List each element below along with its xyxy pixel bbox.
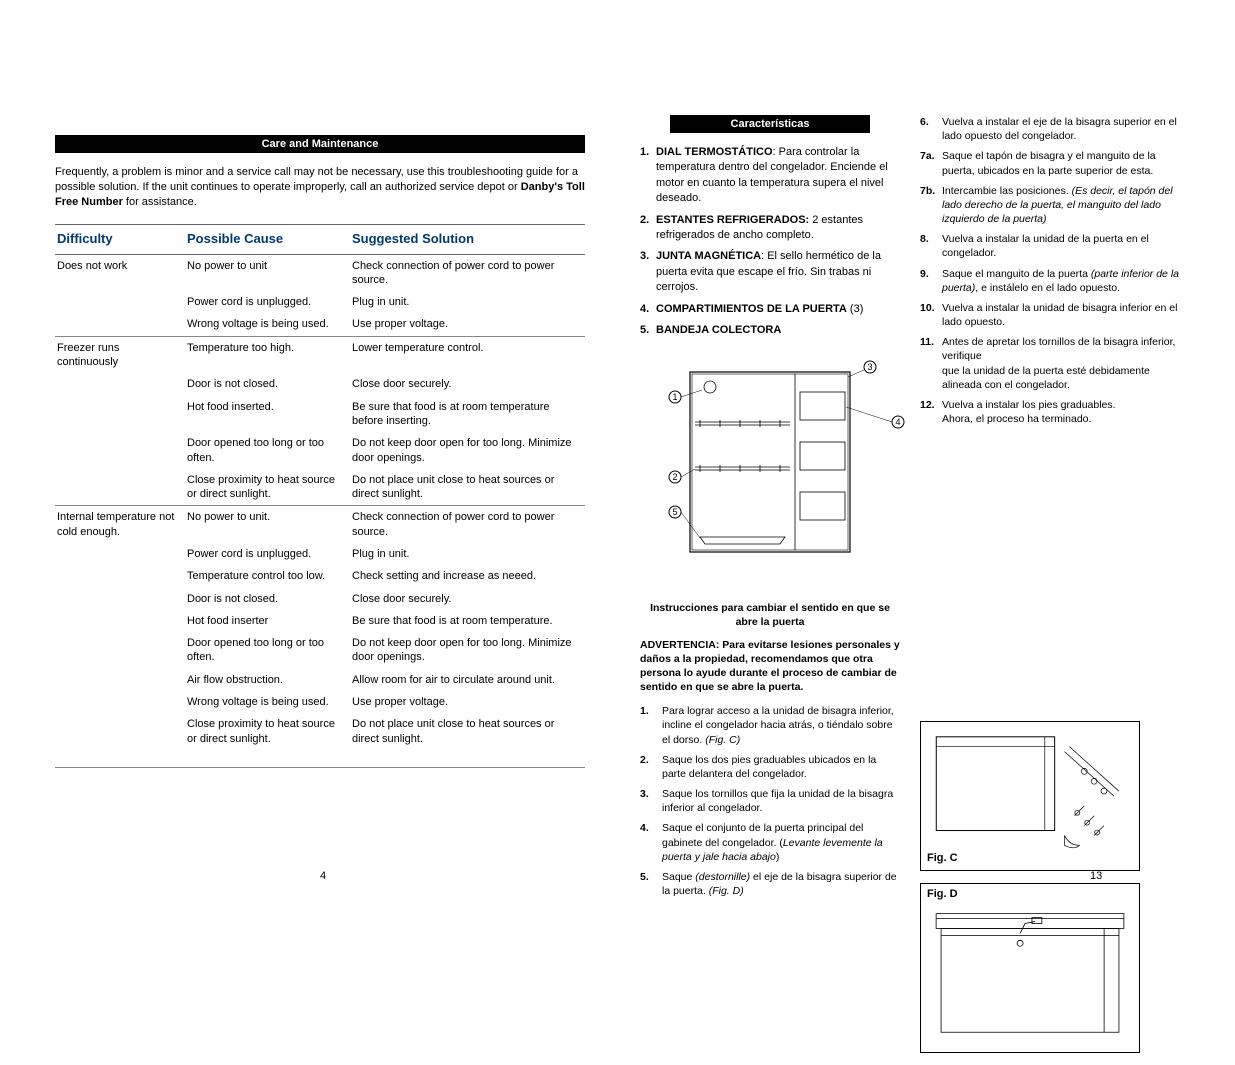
right-step-item: 7b.Intercambie las posiciones. (Es decir…	[920, 184, 1180, 227]
cell-difficulty	[55, 396, 185, 433]
feature-item: 5.BANDEJA COLECTORA	[640, 323, 900, 338]
cell-solution: Plug in unit.	[350, 543, 585, 565]
cell-solution: Close door securely.	[350, 373, 585, 395]
cell-cause: Temperature too high.	[185, 336, 350, 373]
warning-text: ADVERTENCIA: Para evitarse lesiones pers…	[640, 638, 900, 695]
right-step-item: 7a.Saque el tapón de bisagra y el mangui…	[920, 149, 1180, 177]
right-step-item: 9.Saque el manguito de la puerta (parte …	[920, 267, 1180, 295]
right-step-item: 10.Vuelva a instalar la unidad de bisagr…	[920, 301, 1180, 329]
cell-cause: No power to unit.	[185, 506, 350, 543]
svg-text:3: 3	[867, 362, 872, 372]
page-number-right: 13	[1090, 870, 1102, 882]
cell-solution: Do not keep door open for too long. Mini…	[350, 432, 585, 469]
col-cause: Possible Cause	[185, 224, 350, 254]
cell-difficulty	[55, 565, 185, 587]
cell-cause: Close proximity to heat source or direct…	[185, 469, 350, 506]
cell-difficulty	[55, 469, 185, 506]
step-item: 2.Saque los dos pies graduables ubicados…	[640, 753, 900, 781]
caracteristicas-header: Características	[670, 115, 870, 133]
fridge-diagram: 1 2 5 3 4	[640, 352, 920, 572]
feature-item: 2.ESTANTES REFRIGERADOS: 2 estantes refr…	[640, 213, 900, 244]
steps-list: 1.Para lograr acceso a la unidad de bisa…	[640, 704, 900, 898]
cell-solution: Be sure that food is at room temperature…	[350, 396, 585, 433]
door-reversal-title: Instrucciones para cambiar el sentido en…	[640, 602, 900, 629]
troubleshooting-table: Difficulty Possible Cause Suggested Solu…	[55, 224, 585, 769]
step-item: 3.Saque los tornillos que fija la unidad…	[640, 787, 900, 815]
cell-difficulty	[55, 632, 185, 669]
cell-difficulty	[55, 588, 185, 610]
cell-cause: Close proximity to heat source or direct…	[185, 713, 350, 750]
cell-cause: Air flow obstruction.	[185, 669, 350, 691]
cell-difficulty	[55, 543, 185, 565]
figure-c: Fig. C	[920, 721, 1140, 871]
cell-difficulty	[55, 373, 185, 395]
intro-part2: for assistance.	[123, 196, 197, 208]
col-solution: Suggested Solution	[350, 224, 585, 254]
right-col-1: Características 1.DIAL TERMOSTÁTICO: Par…	[640, 115, 900, 1065]
cell-cause: Wrong voltage is being used.	[185, 313, 350, 336]
svg-text:5: 5	[672, 507, 677, 517]
step-item: 1.Para lograr acceso a la unidad de bisa…	[640, 704, 900, 747]
cell-solution: Check connection of power cord to power …	[350, 254, 585, 291]
left-page: Care and Maintenance Frequently, a probl…	[55, 135, 585, 768]
right-col-2: 6.Vuelva a instalar el eje de la bisagra…	[920, 115, 1180, 1065]
cell-solution: Check setting and increase as neeed.	[350, 565, 585, 587]
cell-solution: Do not keep door open for too long. Mini…	[350, 632, 585, 669]
cell-solution: Close door securely.	[350, 588, 585, 610]
cell-difficulty	[55, 313, 185, 336]
feature-item: 3.JUNTA MAGNÉTICA: El sello hermético de…	[640, 249, 900, 295]
cell-difficulty: Freezer runs continuously	[55, 336, 185, 373]
col-difficulty: Difficulty	[55, 224, 185, 254]
svg-text:4: 4	[895, 417, 900, 427]
cell-difficulty	[55, 291, 185, 313]
svg-text:1: 1	[672, 392, 677, 402]
cell-difficulty	[55, 610, 185, 632]
cell-cause: Wrong voltage is being used.	[185, 691, 350, 713]
page-number-left: 4	[320, 870, 326, 882]
right-step-item: 11.Antes de apretar los tornillos de la …	[920, 335, 1180, 392]
features-list: 1.DIAL TERMOSTÁTICO: Para controlar la t…	[640, 145, 900, 338]
cell-difficulty: Internal temperature not cold enough.	[55, 506, 185, 543]
cell-solution: Lower temperature control.	[350, 336, 585, 373]
cell-cause: No power to unit	[185, 254, 350, 291]
cell-cause: Hot food inserter	[185, 610, 350, 632]
feature-item: 1.DIAL TERMOSTÁTICO: Para controlar la t…	[640, 145, 900, 207]
step-item: 5.Saque (destornille) el eje de la bisag…	[640, 870, 900, 898]
svg-text:2: 2	[672, 472, 677, 482]
cell-solution: Check connection of power cord to power …	[350, 506, 585, 543]
feature-item: 4.COMPARTIMIENTOS DE LA PUERTA (3)	[640, 302, 900, 317]
intro-part1: Frequently, a problem is minor and a ser…	[55, 166, 578, 193]
cell-difficulty	[55, 432, 185, 469]
cell-cause: Power cord is unplugged.	[185, 291, 350, 313]
cell-solution: Be sure that food is at room temperature…	[350, 610, 585, 632]
cell-solution: Allow room for air to circulate around u…	[350, 669, 585, 691]
cell-cause: Door opened too long or too often.	[185, 432, 350, 469]
intro-text: Frequently, a problem is minor and a ser…	[55, 165, 585, 210]
cell-solution: Do not place unit close to heat sources …	[350, 713, 585, 750]
right-step-item: 12.Vuelva a instalar los pies graduables…	[920, 398, 1180, 426]
cell-difficulty: Does not work	[55, 254, 185, 291]
cell-cause: Power cord is unplugged.	[185, 543, 350, 565]
cell-difficulty	[55, 669, 185, 691]
cell-cause: Door opened too long or too often.	[185, 632, 350, 669]
cell-difficulty	[55, 691, 185, 713]
cell-difficulty	[55, 713, 185, 750]
cell-solution: Do not place unit close to heat sources …	[350, 469, 585, 506]
step-item: 4.Saque el conjunto de la puerta princip…	[640, 821, 900, 864]
figure-d: Fig. D	[920, 883, 1140, 1053]
care-maintenance-header: Care and Maintenance	[55, 135, 585, 153]
cell-solution: Plug in unit.	[350, 291, 585, 313]
cell-cause: Door is not closed.	[185, 588, 350, 610]
cell-solution: Use proper voltage.	[350, 313, 585, 336]
fig-c-label: Fig. C	[927, 852, 958, 864]
right-step-item: 8.Vuelva a instalar la unidad de la puer…	[920, 232, 1180, 260]
cell-cause: Hot food inserted.	[185, 396, 350, 433]
right-page: Características 1.DIAL TERMOSTÁTICO: Par…	[640, 115, 1190, 1065]
right-steps-list: 6.Vuelva a instalar el eje de la bisagra…	[920, 115, 1180, 426]
cell-cause: Temperature control too low.	[185, 565, 350, 587]
cell-solution: Use proper voltage.	[350, 691, 585, 713]
fig-d-label: Fig. D	[927, 888, 958, 900]
right-step-item: 6.Vuelva a instalar el eje de la bisagra…	[920, 115, 1180, 143]
cell-cause: Door is not closed.	[185, 373, 350, 395]
